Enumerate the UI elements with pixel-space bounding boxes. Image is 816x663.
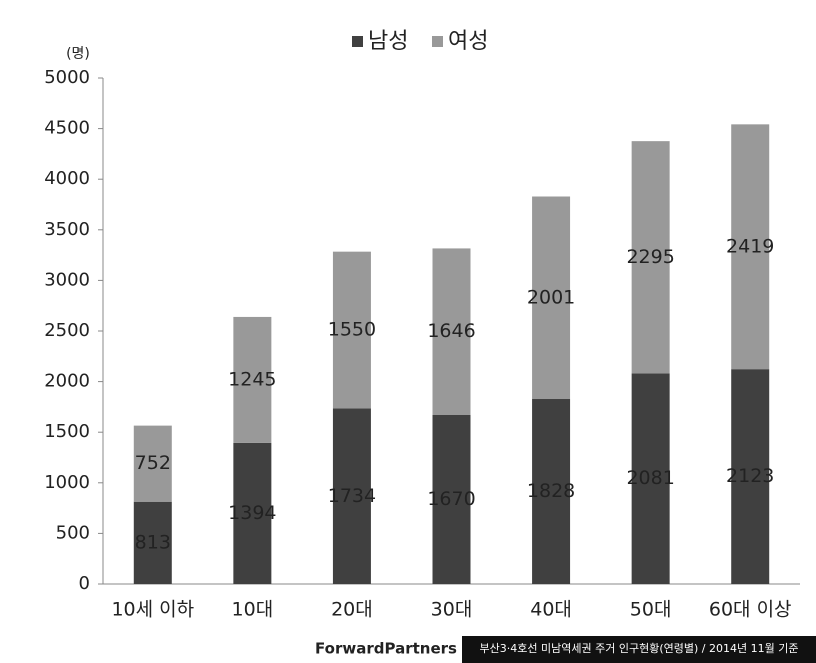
- value-label: 1394: [228, 502, 276, 524]
- x-tick-label: 20대: [331, 599, 373, 621]
- value-label: 1828: [527, 480, 575, 502]
- y-unit-label: (명): [66, 46, 90, 62]
- y-tick-label: 3000: [44, 269, 90, 290]
- y-tick-label: 5000: [44, 67, 90, 88]
- bar-segment: [731, 124, 770, 370]
- value-label: 1734: [328, 485, 376, 507]
- y-tick-label: 4500: [44, 118, 90, 139]
- y-tick-label: 2000: [44, 371, 90, 392]
- x-tick-label: 10대: [232, 599, 274, 621]
- value-label: 752: [135, 452, 171, 474]
- bar-segment: [133, 425, 172, 502]
- bar-segment: [133, 501, 172, 584]
- legend-label: 남성: [368, 29, 408, 54]
- bar-segment: [532, 196, 571, 400]
- source: 부산3·4호선 미남역세권 주거 인구현황(연령별) / 2014년 11월 기…: [480, 642, 799, 655]
- value-label: 2295: [626, 246, 674, 268]
- y-tick-label: 3500: [44, 219, 90, 240]
- y-tick-label: 2500: [44, 320, 90, 341]
- legend-swatch: [352, 36, 363, 47]
- y-tick-label: 1000: [44, 472, 90, 493]
- value-label: 2123: [726, 465, 774, 487]
- bar-segment: [731, 369, 770, 584]
- y-tick-label: 4000: [44, 168, 90, 189]
- bar-segment: [233, 316, 272, 443]
- bar-segment: [233, 442, 272, 584]
- logo: ForwardPartners: [315, 640, 457, 658]
- value-label: 2001: [527, 286, 575, 308]
- legend-swatch: [432, 36, 443, 47]
- value-label: 813: [135, 531, 171, 553]
- value-label: 1646: [427, 320, 475, 342]
- value-label: 1245: [228, 368, 276, 390]
- bar-segment: [631, 141, 670, 374]
- y-tick-label: 1500: [44, 421, 90, 442]
- value-label: 2419: [726, 235, 774, 257]
- x-tick-label: 30대: [431, 599, 473, 621]
- x-tick-label: 10세 이하: [111, 599, 194, 621]
- x-tick-label: 50대: [630, 599, 672, 621]
- value-label: 2081: [626, 467, 674, 489]
- y-tick-label: 0: [79, 573, 90, 594]
- bar-segment: [432, 414, 471, 584]
- value-label: 1550: [328, 319, 376, 341]
- legend-label: 여성: [448, 29, 488, 54]
- x-tick-label: 40대: [530, 599, 572, 621]
- bar-segment: [332, 251, 371, 409]
- x-tick-label: 60대 이상: [709, 599, 792, 621]
- source-bg: [462, 636, 816, 663]
- value-label: 1670: [427, 488, 475, 510]
- bar-segment: [432, 248, 471, 415]
- bar-segment: [631, 373, 670, 584]
- y-tick-label: 500: [56, 522, 90, 543]
- bar-segment: [532, 399, 571, 584]
- bar-segment: [332, 408, 371, 584]
